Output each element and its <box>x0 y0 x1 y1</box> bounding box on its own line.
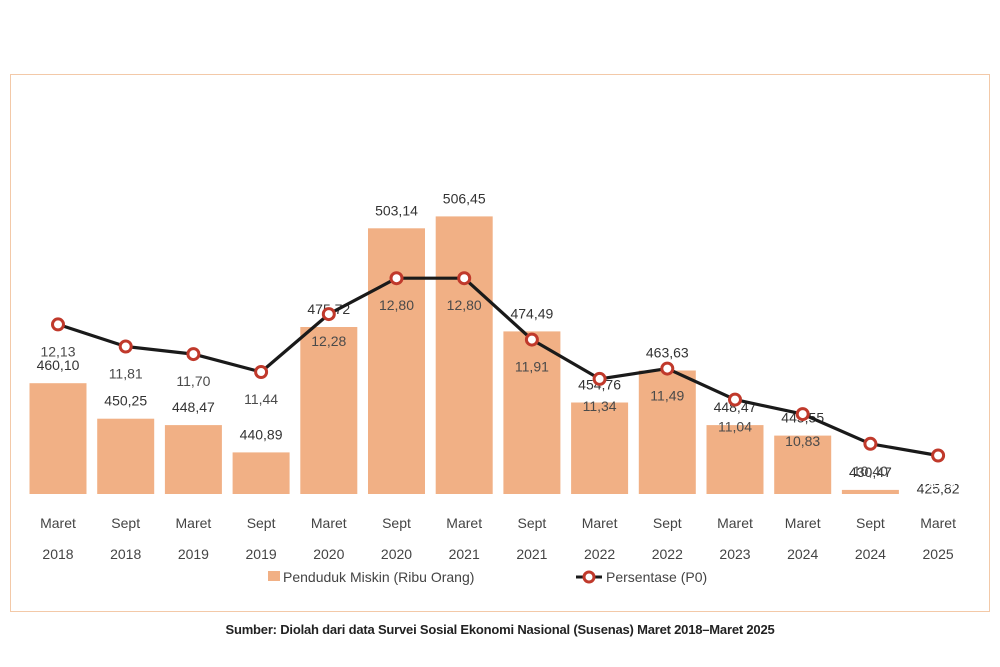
bar-value-label-12: 430,47 <box>849 464 892 480</box>
bar-2 <box>164 425 222 494</box>
bar-10 <box>706 425 764 494</box>
bar-5 <box>368 228 425 495</box>
x-tick-label-12: Sept <box>856 515 885 531</box>
bar-value-label-0: 460,10 <box>37 357 80 373</box>
percentage-value-label-4: 12,28 <box>311 333 346 349</box>
x-tick-year-7: 2021 <box>516 546 547 562</box>
percentage-value-label-12: 10,40 <box>853 463 888 479</box>
x-tick-year-11: 2024 <box>787 546 818 562</box>
percentage-marker-2 <box>186 347 201 362</box>
bar-value-label-5: 503,14 <box>375 202 418 218</box>
x-tick-year-10: 2023 <box>719 546 750 562</box>
x-tick-label-6: Maret <box>446 515 482 531</box>
x-tick-label-0: Maret <box>40 515 76 531</box>
bar-7 <box>503 331 561 494</box>
bar-value-label-6: 506,45 <box>443 190 486 206</box>
x-tick-year-13: 2025 <box>923 546 954 562</box>
bar-11 <box>774 435 832 494</box>
bar-value-label-7: 474,49 <box>510 305 553 321</box>
x-tick-label-9: Sept <box>653 515 682 531</box>
bar-0 <box>29 383 87 494</box>
bar-value-label-13: 425,82 <box>917 481 960 497</box>
percentage-marker-9 <box>660 361 675 376</box>
bar-9 <box>638 370 696 494</box>
chart-svg: 460,10450,25448,47440,89475,72503,14506,… <box>29 190 960 585</box>
percentage-marker-3 <box>254 365 269 379</box>
percentage-value-label-13: 10,23 <box>921 475 956 491</box>
percentage-marker-6 <box>457 271 472 286</box>
x-tick-year-6: 2021 <box>449 546 480 562</box>
legend-swatch-marker <box>582 570 596 584</box>
x-tick-year-4: 2020 <box>313 546 344 562</box>
percentage-value-label-10: 11,04 <box>718 419 752 435</box>
bar-1 <box>97 418 155 494</box>
x-tick-label-3: Sept <box>247 515 276 531</box>
x-tick-label-13: Maret <box>920 515 956 531</box>
bar-value-label-2: 448,47 <box>172 399 215 415</box>
bar-value-label-3: 440,89 <box>240 426 283 442</box>
x-tick-year-8: 2022 <box>584 546 615 562</box>
x-tick-year-2: 2019 <box>178 546 209 562</box>
percentage-marker-7 <box>524 332 539 347</box>
bar-4 <box>300 327 358 494</box>
percentage-value-label-7: 11,91 <box>515 359 549 375</box>
percentage-value-label-0: 12,13 <box>40 343 75 359</box>
percentage-value-label-6: 12,80 <box>447 297 482 313</box>
source-note: Sumber: Diolah dari data Survei Sosial E… <box>225 622 775 637</box>
bar-12 <box>841 489 899 494</box>
x-tick-label-4: Maret <box>311 515 347 531</box>
percentage-line <box>57 276 939 458</box>
percentage-value-label-8: 11,34 <box>583 398 617 414</box>
x-tick-year-0: 2018 <box>42 546 73 562</box>
legend-label-bars: Penduduk Miskin (Ribu Orang) <box>283 569 474 585</box>
x-tick-year-5: 2020 <box>381 546 412 562</box>
legend-label-line: Persentase (P0) <box>606 569 707 585</box>
bar-3 <box>232 452 290 494</box>
percentage-marker-10 <box>728 392 742 407</box>
percentage-value-label-1: 11,81 <box>109 366 143 382</box>
x-tick-label-1: Sept <box>111 515 140 531</box>
x-tick-year-9: 2022 <box>652 546 683 562</box>
percentage-marker-5 <box>389 271 404 286</box>
x-tick-label-5: Sept <box>382 515 411 531</box>
percentage-marker-12 <box>863 436 878 451</box>
percentage-marker-8 <box>592 371 607 386</box>
bar-6 <box>435 216 493 494</box>
x-tick-label-2: Maret <box>176 515 212 531</box>
x-tick-label-11: Maret <box>785 515 821 531</box>
percentage-marker-13 <box>931 448 946 463</box>
chart-frame <box>10 74 990 612</box>
legend-swatch-bars <box>268 571 280 581</box>
percentage-marker-4 <box>321 307 336 322</box>
percentage-marker-1 <box>118 339 133 354</box>
percentage-value-label-3: 11,44 <box>244 391 278 407</box>
x-tick-year-3: 2019 <box>246 546 277 562</box>
percentage-value-label-5: 12,80 <box>379 297 414 313</box>
percentage-value-label-2: 11,70 <box>176 373 210 389</box>
x-tick-year-12: 2024 <box>855 546 886 562</box>
x-tick-label-7: Sept <box>517 515 546 531</box>
percentage-value-label-9: 11,49 <box>650 388 684 404</box>
percentage-value-label-11: 10,83 <box>785 433 820 449</box>
bar-8 <box>571 402 629 494</box>
x-tick-label-8: Maret <box>582 515 618 531</box>
x-tick-year-1: 2018 <box>110 546 141 562</box>
bar-value-label-9: 463,63 <box>646 345 689 361</box>
x-tick-label-10: Maret <box>717 515 753 531</box>
bar-value-label-1: 450,25 <box>104 393 147 409</box>
percentage-marker-11 <box>795 407 810 422</box>
percentage-marker-0 <box>51 317 65 332</box>
